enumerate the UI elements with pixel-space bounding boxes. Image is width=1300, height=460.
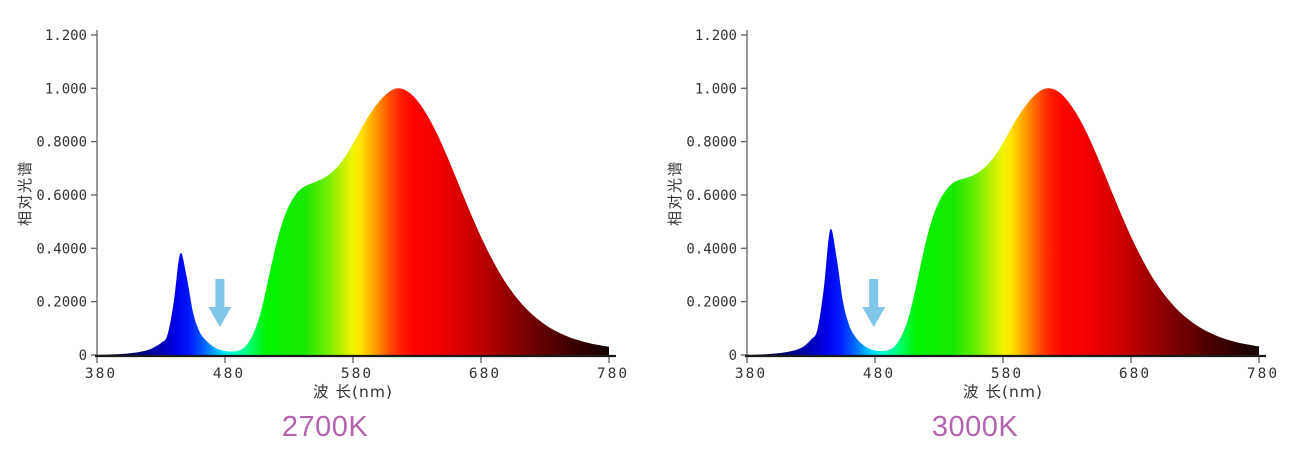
spd-chart-svg: 1.200 1.000 0.8000 0.6000 0.4000 0.2000 0 380 48… (16, 28, 629, 401)
x-tick-label: 580 (341, 366, 373, 382)
spectrum-area (747, 88, 1259, 356)
y-tick-label: 0.4000 (36, 241, 87, 257)
spd-chart-svg: 1.200 1.000 0.8000 0.6000 0.4000 0.2000 0 380 48… (666, 28, 1279, 401)
chart-panel-3000k: 1.200 1.000 0.8000 0.6000 0.4000 0.2000 0 380 48… (650, 0, 1300, 460)
y-tick-label: 1.200 (695, 28, 737, 44)
x-tick-label: 480 (213, 366, 245, 382)
y-tick-label: 0.8000 (36, 135, 87, 151)
y-tick-label: 0.4000 (686, 241, 737, 257)
y-tick-label: 0 (79, 348, 87, 364)
down-arrow-icon (208, 279, 232, 327)
chart-title-3000k: 3000K (931, 411, 1019, 443)
y-axis-title: 相对光谱 (16, 160, 34, 226)
x-tick-label: 780 (597, 366, 629, 382)
x-tick-label: 680 (469, 366, 501, 382)
x-tick-label: 380 (85, 366, 117, 382)
spd-chart-2700k: 1.200 1.000 0.8000 0.6000 0.4000 0.2000 0 380 48… (0, 0, 650, 405)
x-tick-label: 480 (863, 366, 895, 382)
down-arrow-icon (862, 279, 886, 327)
x-tick-label: 580 (991, 366, 1023, 382)
y-tick-label: 0 (729, 348, 737, 364)
chart-title-2700k: 2700K (281, 411, 369, 443)
chart-panel-2700k: 1.200 1.000 0.8000 0.6000 0.4000 0.2000 0 380 48… (0, 0, 650, 443)
y-tick-label: 0.2000 (686, 295, 737, 311)
x-tick-label: 680 (1119, 366, 1151, 382)
x-tick-label: 380 (735, 366, 767, 382)
x-axis-title: 波 长(nm) (313, 383, 393, 401)
y-tick-label: 0.8000 (686, 135, 737, 151)
y-tick-label: 0.6000 (36, 188, 87, 204)
y-tick-label: 0.2000 (36, 295, 87, 311)
y-axis-title: 相对光谱 (666, 160, 684, 226)
y-tick-label: 1.200 (45, 28, 87, 44)
spectrum-area (97, 88, 609, 355)
y-tick-label: 1.000 (695, 81, 737, 97)
x-tick-label: 780 (1247, 366, 1279, 382)
y-tick-label: 1.000 (45, 81, 87, 97)
spd-chart-3000k: 1.200 1.000 0.8000 0.6000 0.4000 0.2000 0 380 48… (650, 0, 1300, 405)
y-tick-label: 0.6000 (686, 188, 737, 204)
x-axis-title: 波 长(nm) (963, 383, 1043, 401)
